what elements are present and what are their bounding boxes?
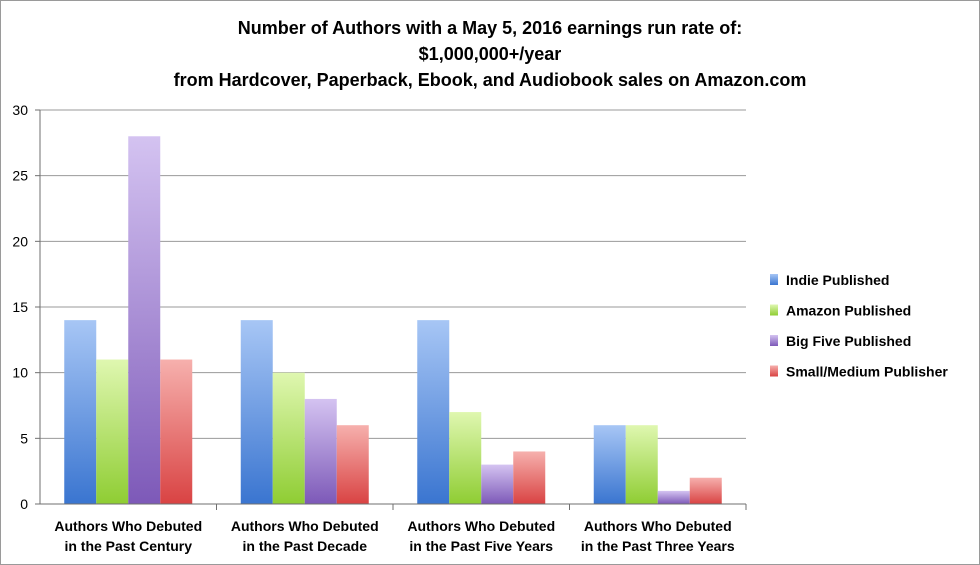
x-category-label: Authors Who Debuted: [231, 518, 379, 534]
chart-title-line-3: from Hardcover, Paperback, Ebook, and Au…: [173, 70, 807, 90]
bar: [593, 425, 626, 504]
legend-label: Amazon Published: [786, 303, 911, 319]
y-tick-label: 5: [20, 430, 28, 446]
y-tick-label: 25: [12, 168, 28, 184]
x-category-label: Authors Who Debuted: [584, 518, 732, 534]
x-category-labels: Authors Who Debuted in the Past Century Au…: [54, 518, 734, 554]
bar: [64, 320, 97, 504]
bar: [657, 490, 690, 504]
bar: [160, 359, 193, 504]
bar: [417, 320, 450, 504]
bar: [481, 464, 514, 504]
axes: [35, 109, 747, 510]
x-category-label: in the Past Century: [64, 538, 192, 554]
bar: [240, 320, 273, 504]
bars: [64, 136, 722, 504]
y-tick-label: 30: [12, 102, 28, 118]
bar: [625, 425, 658, 504]
x-category-label: Authors Who Debuted: [54, 518, 202, 534]
x-category-label: Authors Who Debuted: [407, 518, 555, 534]
bar: [272, 372, 305, 504]
bar: [513, 451, 546, 504]
y-tick-label: 20: [12, 233, 28, 249]
legend-swatch: [770, 335, 778, 346]
legend-label: Indie Published: [786, 272, 889, 288]
legend-swatch: [770, 274, 778, 285]
bar: [128, 136, 161, 504]
x-category-label: in the Past Decade: [243, 538, 368, 554]
y-tick-label: 15: [12, 299, 28, 315]
chart-title-line-2: $1,000,000+/year: [418, 44, 562, 64]
legend-swatch: [770, 365, 778, 377]
x-category-label: in the Past Three Years: [581, 538, 735, 554]
legend-swatch: [770, 304, 778, 316]
legend-label: Big Five Published: [786, 333, 911, 349]
legend: Indie Published Amazon Published Big Five …: [770, 272, 948, 380]
bar: [336, 425, 369, 504]
bar: [689, 477, 722, 504]
y-tick-label: 0: [20, 496, 28, 512]
y-tick-labels: 0 5 10 15 20 25 30: [12, 102, 28, 512]
y-tick-label: 10: [12, 365, 28, 381]
x-category-label: in the Past Five Years: [409, 538, 553, 554]
legend-label: Small/Medium Publisher: [786, 364, 948, 380]
chart-title-line-1: Number of Authors with a May 5, 2016 ear…: [237, 18, 743, 38]
bar: [449, 412, 482, 504]
bar: [96, 359, 129, 504]
bar: [304, 398, 337, 504]
